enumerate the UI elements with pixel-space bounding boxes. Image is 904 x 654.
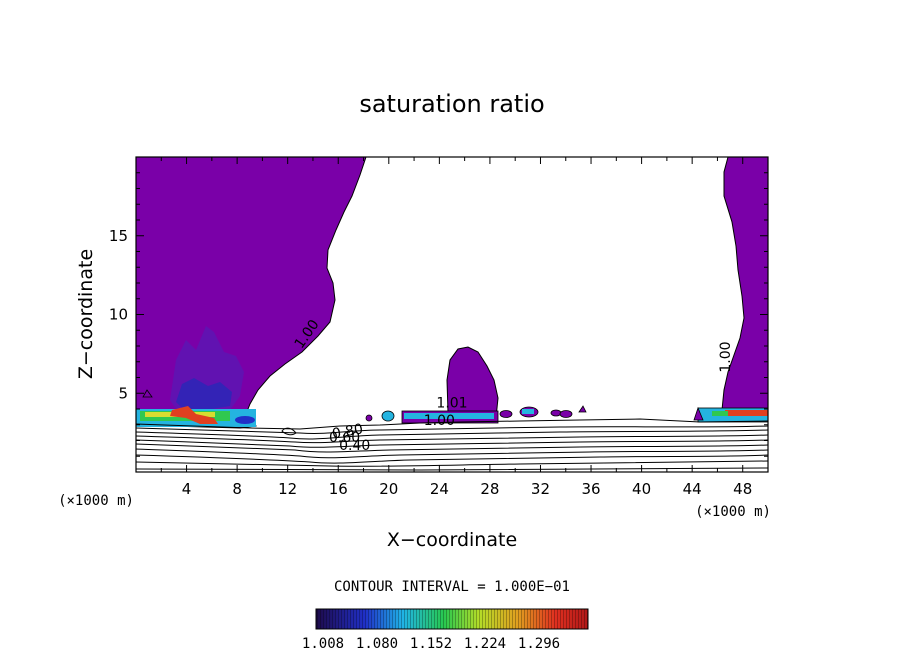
contour-line [136, 425, 768, 434]
band-left-red [170, 406, 218, 424]
x-tick-label: 16 [329, 480, 348, 498]
region-left [136, 157, 367, 429]
low-contours [136, 418, 768, 471]
x-tick-label: 44 [683, 480, 702, 498]
x-tick-label: 24 [430, 480, 449, 498]
band-right-red [725, 410, 768, 416]
blob-e [550, 409, 562, 417]
x-tick-label: 20 [379, 480, 398, 498]
contour-label: 0.40 [339, 438, 370, 454]
contour-labels: 1.001.001.001.010.800.600.40 [292, 317, 734, 454]
contour-line [136, 454, 768, 464]
x-tick-label: 32 [531, 480, 550, 498]
x-axis-label: X−coordinate [387, 529, 517, 551]
x-tick-label: 12 [278, 480, 297, 498]
blob-i [142, 389, 153, 398]
contour-label: 0.60 [329, 430, 360, 446]
contour-label: 1.01 [436, 395, 467, 411]
region-right [721, 157, 768, 411]
blob-f [559, 410, 573, 418]
x-ticks: 4 8 12 16 20 24 28 32 36 40 44 48 [160, 157, 752, 498]
contour-label: 0.80 [331, 421, 364, 442]
colorbar-tick-label: 1.008 [302, 636, 344, 652]
contour-line [136, 443, 768, 453]
x-tick-label: 40 [632, 480, 651, 498]
contour-line [136, 467, 768, 471]
colorbar-ticks: 1.008 1.080 1.152 1.224 1.296 [302, 636, 560, 652]
colorbar-stripes [316, 609, 588, 629]
contour-line [136, 429, 768, 440]
band-middle-cyan [404, 413, 494, 419]
contour-label: 1.00 [718, 341, 734, 372]
contour-line [136, 439, 768, 448]
contour-interval: CONTOUR INTERVAL = 1.000E−01 [334, 579, 570, 595]
field-layer [136, 157, 768, 471]
contour-label: 1.00 [424, 413, 455, 429]
x-tick-label: 48 [733, 480, 752, 498]
blob-g [578, 405, 587, 413]
blob-a [381, 410, 395, 422]
blob-h [693, 406, 704, 421]
x-tick-label: 8 [232, 480, 242, 498]
contour-line [136, 434, 768, 444]
chart-title: saturation ratio [359, 90, 544, 118]
y-tick-label: 10 [109, 306, 128, 324]
patch-navy [176, 378, 232, 410]
x-unit-right: (×1000 m) [695, 504, 771, 520]
contour-line [136, 448, 768, 459]
x-tick-label: 36 [581, 480, 600, 498]
colorbar-tick-label: 1.080 [356, 636, 398, 652]
y-tick-label: 15 [109, 227, 128, 245]
colorbar-tick-label: 1.296 [518, 636, 560, 652]
x-tick-label: 4 [182, 480, 192, 498]
x-unit-left: (×1000 m) [58, 493, 134, 509]
contour-line [281, 427, 297, 436]
y-axis-label: Z−coordinate [75, 249, 97, 379]
blob-d-cyan [522, 409, 534, 414]
blob-c [499, 410, 513, 418]
band-right-green [712, 411, 728, 416]
y-ticks: 5 10 15 [109, 172, 768, 457]
colorbar-tick-label: 1.224 [464, 636, 506, 652]
contour-line [136, 460, 768, 467]
y-tick-label: 5 [118, 384, 128, 402]
blob-b [365, 414, 373, 422]
x-tick-label: 28 [480, 480, 499, 498]
colorbar-tick-label: 1.152 [410, 636, 452, 652]
band-left-blue [235, 416, 255, 424]
